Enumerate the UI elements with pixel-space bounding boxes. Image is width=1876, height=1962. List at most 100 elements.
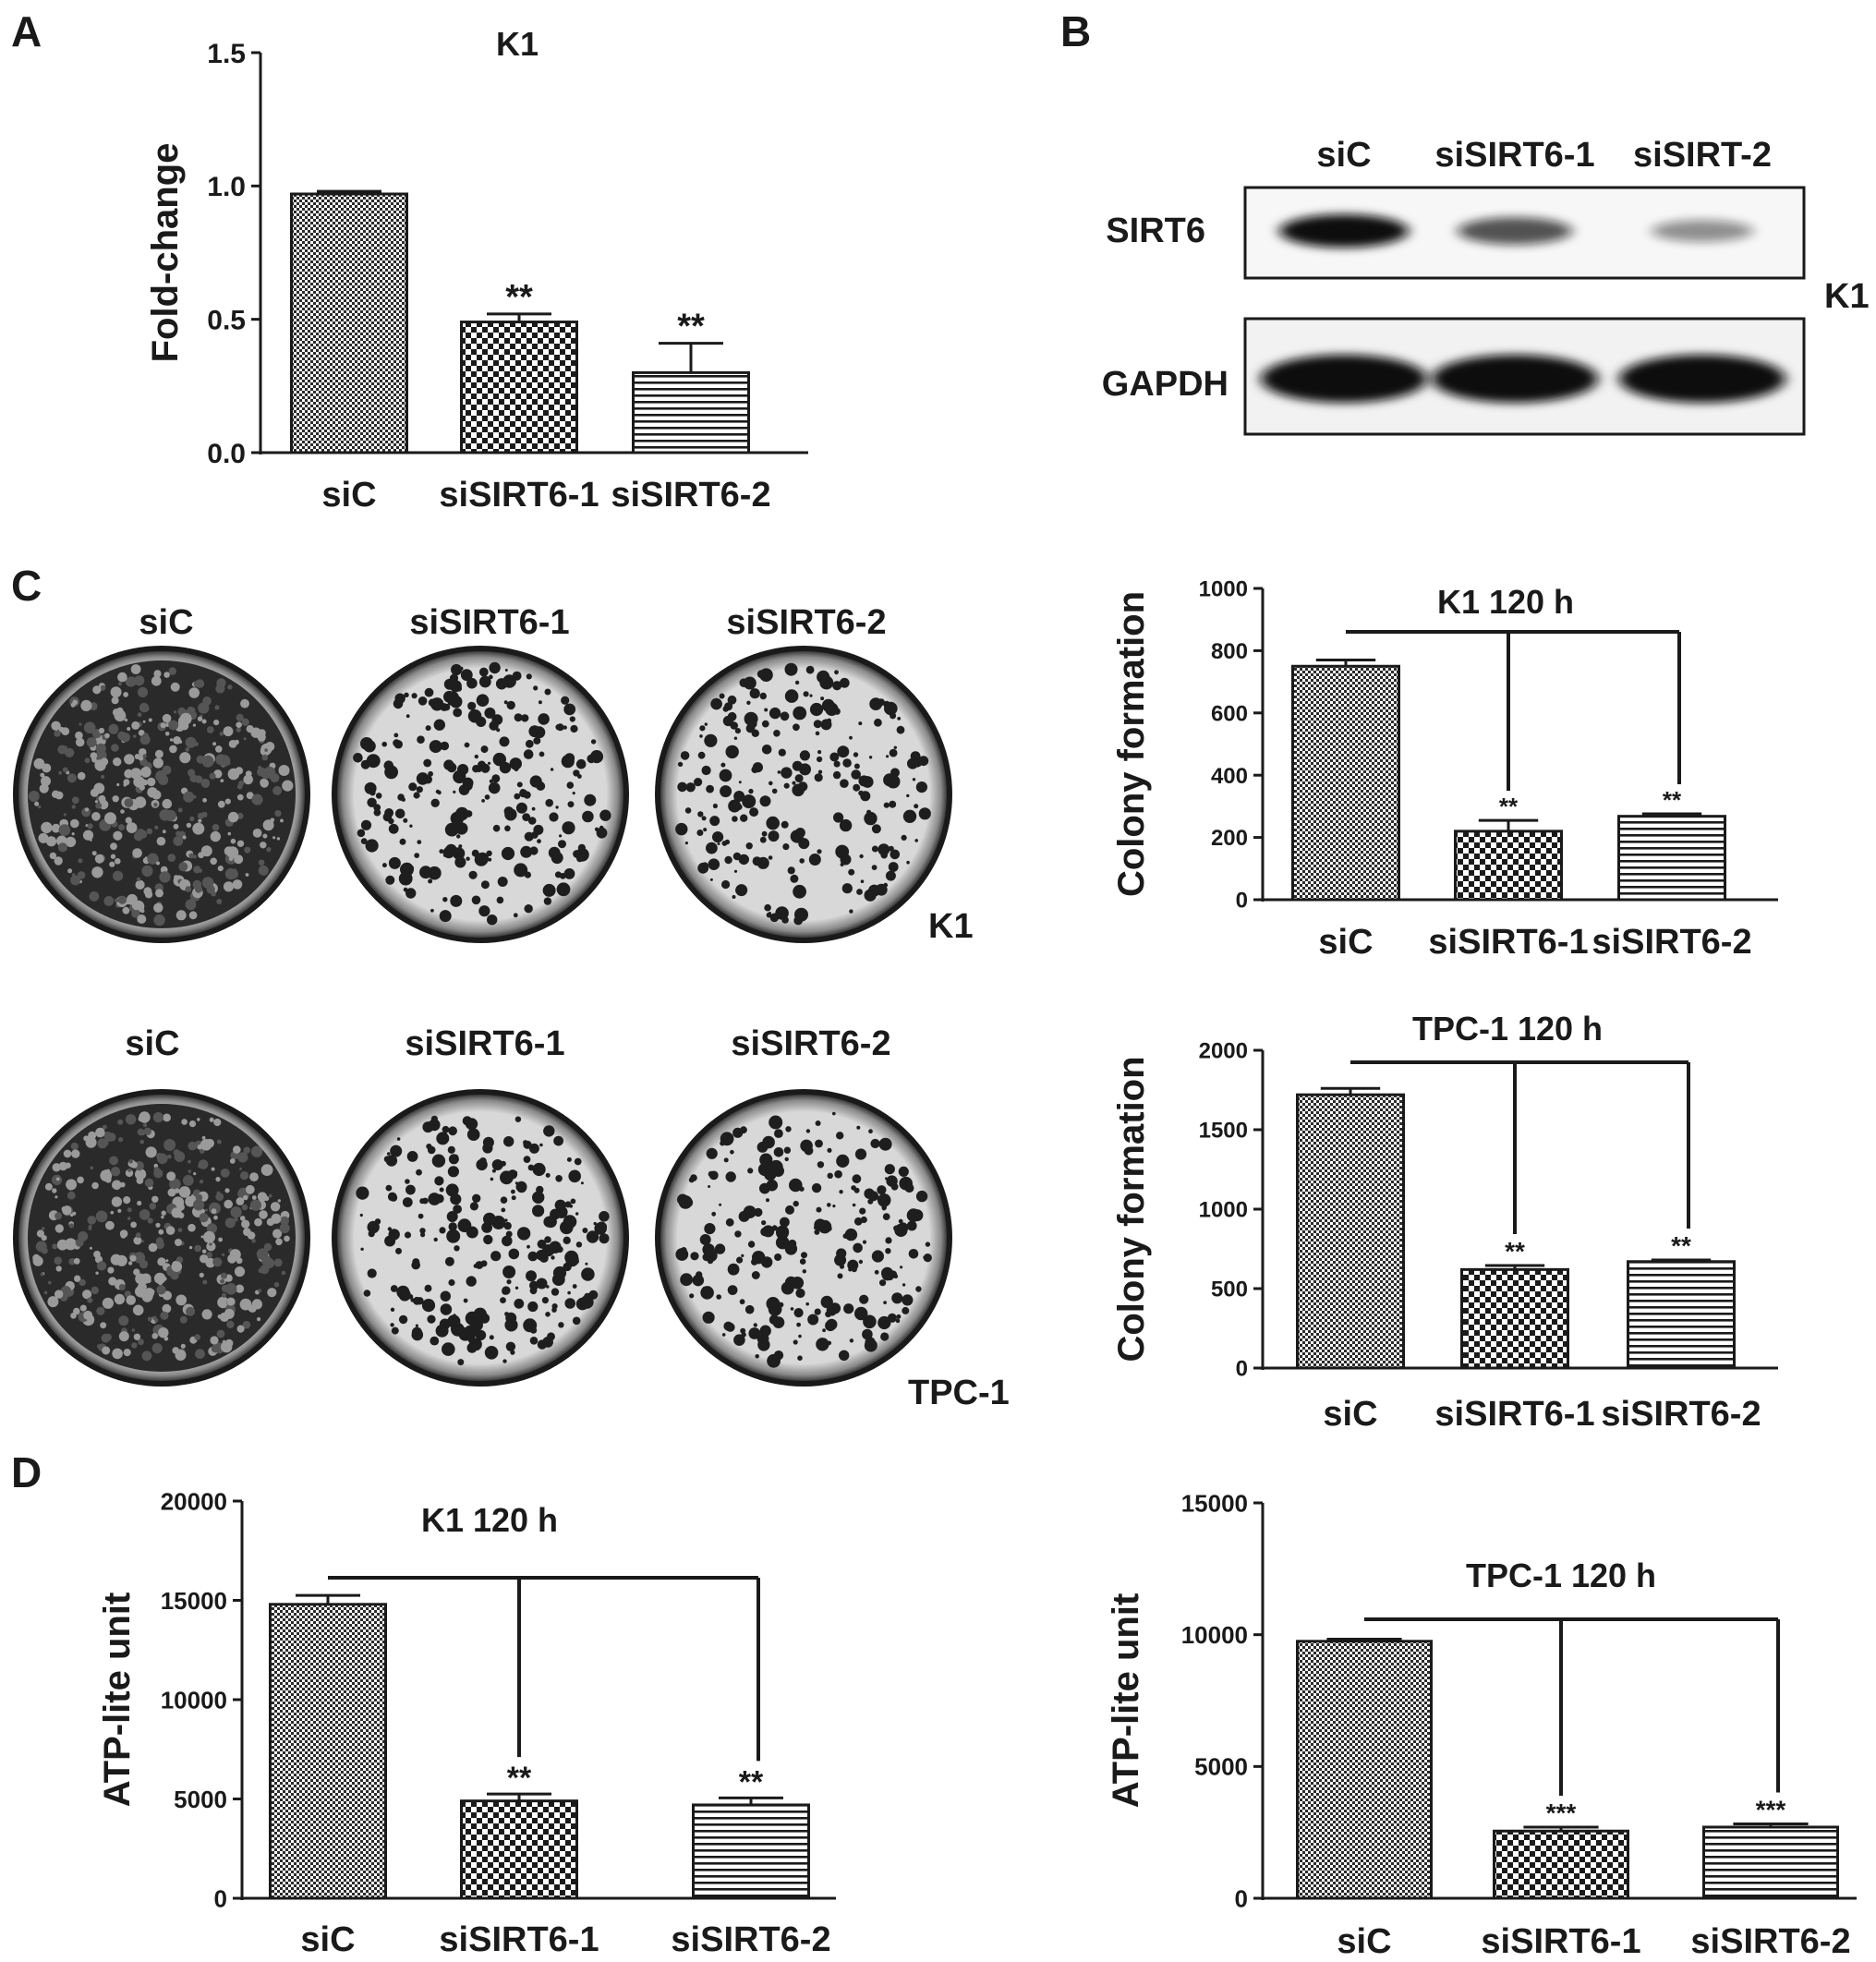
colony-spot: [567, 801, 575, 808]
colony-spot: [817, 769, 823, 774]
colony-spot: [408, 782, 418, 792]
colony-spot: [759, 1153, 773, 1167]
colony-spot: [136, 877, 141, 881]
colony-spot: [447, 1166, 459, 1178]
colony-spot: [497, 877, 508, 887]
panel-label-d: D: [11, 1448, 42, 1496]
colony-spot: [753, 1323, 757, 1327]
colony-spot: [188, 1223, 196, 1232]
colony-spot: [468, 1338, 482, 1351]
blot-protein-label: GAPDH: [1102, 365, 1228, 404]
colony-spot: [388, 823, 399, 834]
colony-spot: [52, 1163, 61, 1172]
colony-spot: [720, 785, 732, 798]
colony-spot: [502, 1359, 507, 1363]
colony-spot: [266, 847, 272, 853]
colony-spot: [745, 1209, 750, 1214]
colony-spot: [733, 869, 738, 873]
colony-spot: [807, 1314, 819, 1326]
colony-spot: [711, 1211, 717, 1217]
colony-spot: [544, 1236, 551, 1243]
colony-spot: [175, 1294, 188, 1306]
colony-spot: [514, 793, 521, 800]
colony-spot: [556, 882, 571, 897]
colony-spot: [87, 1297, 93, 1303]
colony-spot: [241, 1204, 248, 1211]
colony-spot: [125, 817, 132, 824]
colony-spot: [71, 1149, 80, 1158]
colony-spot: [89, 891, 100, 902]
colony-spot: [416, 786, 423, 793]
colony-spot: [402, 1197, 413, 1207]
colony-spot: [224, 798, 231, 805]
colony-spot: [436, 1132, 450, 1145]
colony-spot: [699, 725, 706, 732]
colony-spot: [356, 1186, 369, 1200]
colony-spot: [183, 791, 195, 803]
colony-spot: [67, 773, 77, 783]
colony-spot: [527, 817, 537, 825]
colony-spot: [120, 809, 125, 814]
colony-spot: [516, 1227, 531, 1241]
x-tick-label: siC: [1323, 1395, 1377, 1434]
colony-spot: [102, 1124, 107, 1130]
colony-spot: [226, 846, 239, 859]
colony-spot: [798, 1334, 802, 1338]
colony-spot: [883, 773, 897, 787]
colony-spot: [66, 1179, 78, 1191]
colony-spot: [690, 1252, 699, 1261]
colony-spot: [864, 889, 877, 902]
colony-spot: [398, 1289, 411, 1302]
colony-spot: [792, 781, 796, 785]
colony-spot: [755, 1354, 759, 1359]
colony-spot: [891, 1292, 903, 1304]
colony-spot: [748, 1327, 761, 1339]
colony-spot: [199, 1213, 209, 1223]
colony-spot: [793, 706, 807, 721]
colony-spot: [849, 1338, 854, 1343]
colony-spot: [502, 1286, 511, 1295]
colony-spot: [266, 1217, 275, 1227]
colony-spot: [599, 825, 604, 830]
colony-spot: [258, 859, 265, 866]
colony-spot: [150, 1289, 155, 1295]
colony-spot: [130, 1161, 138, 1169]
chart-title: TPC-1 120 h: [1466, 1556, 1656, 1594]
colony-spot: [390, 1323, 394, 1327]
colony-spot: [90, 752, 98, 759]
colony-spot: [893, 745, 897, 749]
colony-spot: [813, 720, 822, 729]
colony-spot: [145, 1146, 157, 1158]
colony-spot: [506, 700, 515, 710]
colony-spot: [817, 1161, 825, 1169]
colony-spot: [584, 793, 597, 806]
y-tick-label: 1.0: [207, 172, 246, 202]
colony-spot: [801, 1252, 807, 1259]
colony-spot: [197, 812, 204, 819]
colony-spot: [125, 1169, 134, 1178]
colony-spot: [555, 1205, 568, 1218]
colony-spot: [567, 1290, 571, 1295]
colony-spot: [514, 1286, 519, 1290]
colony-spot: [572, 1284, 577, 1289]
x-tick-label: siC: [1337, 1922, 1391, 1961]
colony-plates: siC siSIRT6-1 siSIRT6-2 siC siSIRT6-1 siSIRT6…: [13, 603, 1010, 1412]
y-tick-label: 5000: [174, 1786, 227, 1813]
colony-spot: [489, 1335, 494, 1340]
colony-spot: [220, 779, 224, 782]
colony-spot: [67, 1191, 76, 1200]
colony-spot: [444, 822, 459, 837]
colony-spot: [101, 1138, 109, 1146]
colony-spot: [754, 1207, 763, 1217]
colony-spot: [54, 730, 61, 737]
colony-spot: [117, 1208, 122, 1213]
colony-spot: [551, 1288, 560, 1296]
colony-spot: [388, 856, 401, 869]
colony-spot: [856, 1125, 861, 1130]
colony-spot: [858, 790, 864, 796]
x-tick-label: siSIRT6-1: [439, 476, 599, 515]
colony-spot: [839, 677, 850, 688]
y-tick-label: 400: [1211, 764, 1248, 789]
colony-spot: [163, 672, 170, 678]
colony-spot: [409, 824, 413, 828]
